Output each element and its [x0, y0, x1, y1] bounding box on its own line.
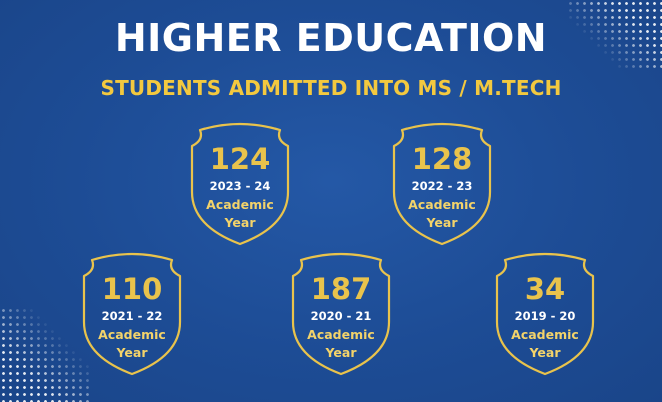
badge-count: 128 — [411, 142, 473, 176]
badge-label-year: Year — [116, 345, 148, 360]
shield-icon — [495, 252, 595, 376]
badge-count: 34 — [524, 272, 566, 306]
badge-2019-20: 34 2019 - 20 Academic Year — [493, 252, 597, 378]
shield-icon — [190, 122, 290, 246]
badge-label-academic: Academic — [98, 327, 166, 342]
badge-years: 2019 - 20 — [514, 309, 576, 323]
dot-pattern-bottom-left — [0, 307, 90, 402]
badge-count: 124 — [209, 142, 271, 176]
shield-icon — [291, 252, 391, 376]
shield-icon — [82, 252, 182, 376]
badge-years: 2020 - 21 — [310, 309, 372, 323]
dot-pattern-top-right — [567, 0, 662, 70]
badge-2020-21: 187 2020 - 21 Academic Year — [289, 252, 393, 378]
badge-label-year: Year — [529, 345, 561, 360]
badge-2023-24: 124 2023 - 24 Academic Year — [188, 122, 292, 248]
badge-years: 2023 - 24 — [209, 179, 271, 193]
badge-label-year: Year — [224, 215, 256, 230]
badge-count: 110 — [101, 272, 163, 306]
badge-label-academic: Academic — [206, 197, 274, 212]
badge-label-academic: Academic — [408, 197, 476, 212]
badge-years: 2021 - 22 — [101, 309, 163, 323]
badge-label-year: Year — [426, 215, 458, 230]
badge-label-academic: Academic — [511, 327, 579, 342]
badge-2021-22: 110 2021 - 22 Academic Year — [80, 252, 184, 378]
shield-icon — [392, 122, 492, 246]
page-subtitle: STUDENTS ADMITTED INTO MS / M.TECH — [100, 76, 562, 100]
page-title: HIGHER EDUCATION — [114, 16, 548, 60]
badge-2022-23: 128 2022 - 23 Academic Year — [390, 122, 494, 248]
badge-count: 187 — [310, 272, 372, 306]
badge-years: 2022 - 23 — [411, 179, 473, 193]
badge-label-academic: Academic — [307, 327, 375, 342]
badge-label-year: Year — [325, 345, 357, 360]
